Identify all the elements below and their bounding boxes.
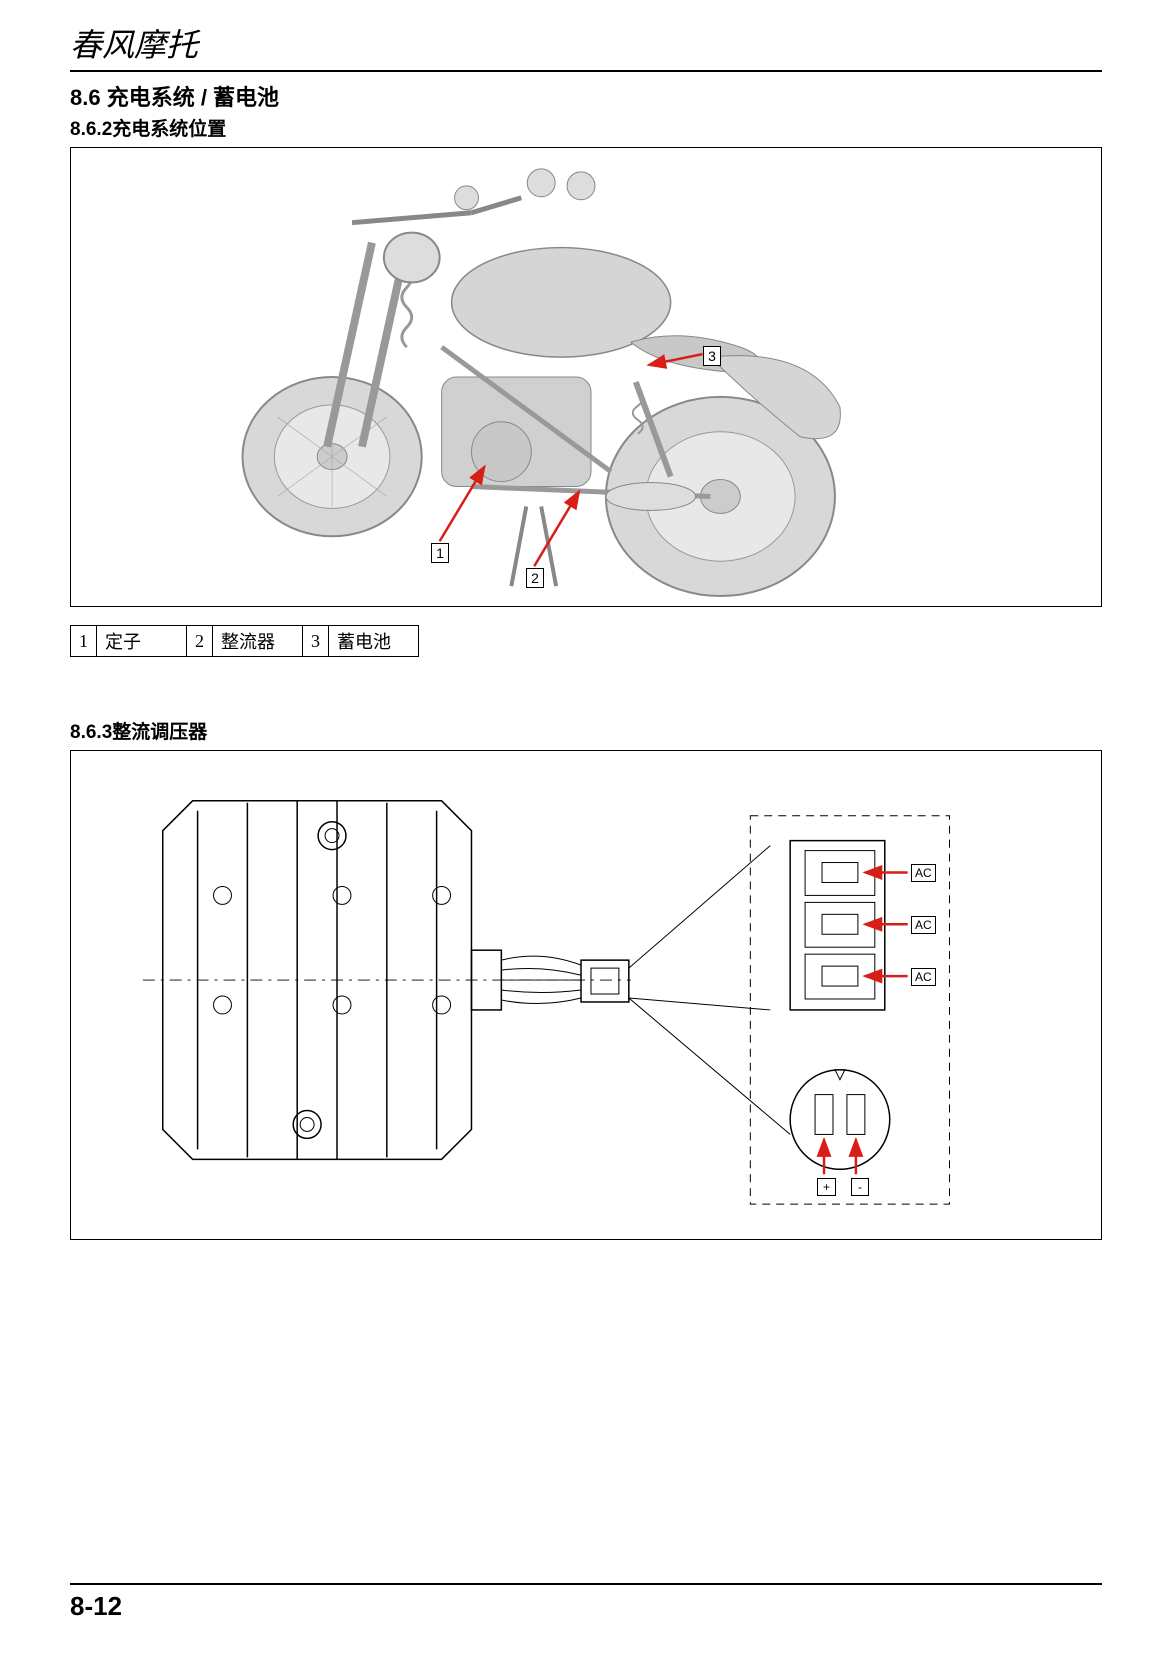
section-title: 8.6 充电系统 / 蓄电池 — [70, 80, 1102, 112]
section-number: 8.6 — [70, 85, 101, 110]
subsection2-text: 整流调压器 — [112, 722, 207, 743]
legend-num: 2 — [187, 626, 213, 657]
page-number: 8-12 — [70, 1591, 1102, 1622]
motorcycle-svg — [71, 148, 1101, 606]
connector-label-plus: + — [817, 1178, 836, 1196]
callout-1: 1 — [431, 543, 449, 563]
connector-label-ac1: AC — [911, 864, 936, 882]
figure-regulator: AC AC AC + - — [70, 750, 1102, 1240]
subsection1-text: 充电系统位置 — [112, 119, 226, 140]
subsection2-title: 8.6.3整流调压器 — [70, 717, 1102, 744]
regulator-svg — [71, 751, 1101, 1239]
subsection2-number: 8.6.3 — [70, 722, 112, 743]
figure-motorcycle: 1 2 3 — [70, 147, 1102, 607]
callout-3: 3 — [703, 346, 721, 366]
subsection1-number: 8.6.2 — [70, 119, 112, 140]
legend-table: 1 定子 2 整流器 3 蓄电池 — [70, 625, 419, 657]
legend-label: 整流器 — [213, 626, 303, 657]
page-header: 春风摩托 — [70, 20, 1102, 72]
connector-label-ac2: AC — [911, 916, 936, 934]
subsection1-title: 8.6.2充电系统位置 — [70, 114, 1102, 141]
legend-num: 1 — [71, 626, 97, 657]
section-text: 充电系统 / 蓄电池 — [107, 85, 279, 110]
page-footer: 8-12 — [70, 1583, 1102, 1622]
callout-2: 2 — [526, 568, 544, 588]
legend-label: 定子 — [97, 626, 187, 657]
connector-label-minus: - — [851, 1178, 869, 1196]
legend-num: 3 — [303, 626, 329, 657]
legend-row: 1 定子 2 整流器 3 蓄电池 — [71, 626, 419, 657]
legend-label: 蓄电池 — [329, 626, 419, 657]
connector-label-ac3: AC — [911, 968, 936, 986]
